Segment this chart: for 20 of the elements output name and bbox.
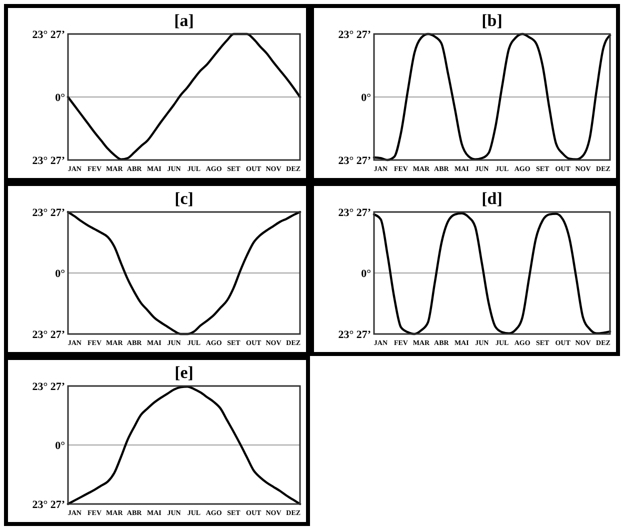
text: 23° 27’ [32, 206, 65, 219]
text: 0° [55, 268, 65, 280]
text: 23° 27’ [32, 380, 65, 393]
chart-title: [a] [174, 11, 194, 30]
text: 23° 27’ [338, 206, 371, 219]
text: 23° 27’ [338, 154, 371, 167]
text: 0° [55, 92, 65, 104]
text: 23° 27’ [32, 154, 65, 167]
text: 23° 27’ [338, 28, 371, 41]
text: 23° 27’ [338, 328, 371, 341]
chart-title: [d] [482, 189, 502, 208]
text: 23° 27’ [32, 28, 65, 41]
text: 0° [361, 92, 371, 104]
text: 23° 27’ [32, 328, 65, 341]
text: 0° [55, 440, 65, 452]
chart-title: [b] [482, 11, 502, 30]
chart-title: [e] [174, 363, 194, 382]
chart-title: [c] [174, 189, 194, 208]
text: 23° 27’ [32, 498, 65, 511]
text: 0° [361, 268, 371, 280]
